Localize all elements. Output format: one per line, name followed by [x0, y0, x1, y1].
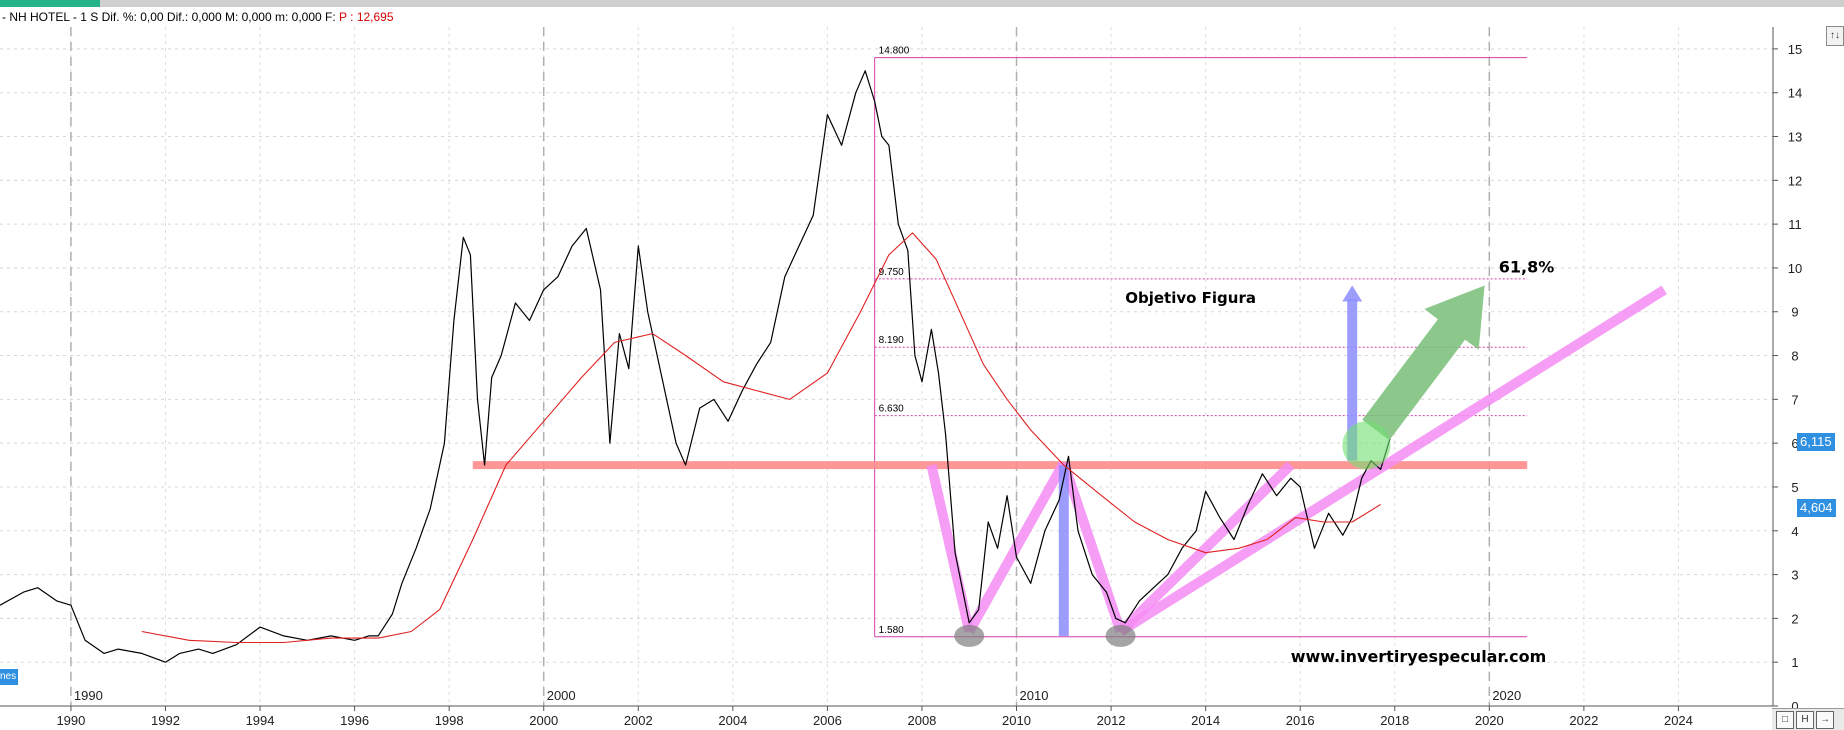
y-tick-label: 9 [1791, 305, 1798, 320]
x-tick-label: 1996 [340, 713, 369, 728]
fib-level-label: 1.580 [879, 625, 904, 636]
y-tick-label: 11 [1788, 217, 1802, 232]
y-tick-label: 0 [1791, 699, 1798, 714]
y-tick-label: 2 [1791, 611, 1798, 626]
chart-series [0, 70, 1391, 663]
price-line [0, 70, 1391, 663]
x-tick-label: 2018 [1380, 713, 1409, 728]
fib-618-annotation: 61,8% [1499, 257, 1555, 276]
horizontal-button[interactable]: H [1796, 711, 1814, 729]
moving-average-badge: 4,604 [1797, 499, 1836, 517]
y-tick-label: 15 [1788, 42, 1802, 57]
decade-label: 2000 [547, 688, 576, 703]
top-bar [0, 0, 1844, 7]
top-bar-accent [0, 0, 100, 7]
pattern-line [1117, 285, 1667, 636]
x-tick-label: 1998 [435, 713, 464, 728]
y-tick-label: 5 [1791, 480, 1798, 495]
pattern-line [964, 460, 1069, 634]
fibonacci-levels: 14.800 9.750 8.190 6.630 1.580 [874, 46, 1528, 638]
chart-grid [0, 27, 1773, 707]
y-tick-label: 1 [1791, 655, 1798, 670]
website-watermark: www.invertiryespecular.com [1291, 647, 1547, 666]
fib-level-label: 6.630 [879, 404, 904, 415]
x-tick-label: 1994 [246, 713, 275, 728]
x-tick-label: 2000 [529, 713, 558, 728]
pattern-line [1117, 461, 1295, 636]
decade-label: 1990 [74, 688, 103, 703]
x-tick-label: 1992 [151, 713, 180, 728]
moving-average-line [141, 232, 1381, 644]
x-tick-label: 2002 [624, 713, 653, 728]
target-annotation: Objetivo Figura [1125, 289, 1256, 307]
decade-label: 2010 [1020, 688, 1049, 703]
x-tick-label: 2024 [1664, 713, 1693, 728]
fib-level-label: 8.190 [879, 335, 904, 346]
decade-label: 2020 [1492, 688, 1521, 703]
breakout-marker [1342, 421, 1391, 470]
y-tick-label: 10 [1788, 261, 1802, 276]
x-tick-label: 2008 [907, 713, 936, 728]
y-tick-label: 8 [1791, 349, 1798, 364]
x-tick-label: 2012 [1097, 713, 1126, 728]
y-tick-label: 4 [1791, 524, 1798, 539]
y-tick-label: 6 [1791, 436, 1798, 451]
scroll-right-button[interactable]: → [1816, 711, 1834, 729]
target-arrow-head [1342, 285, 1363, 302]
x-tick-label: 1990 [56, 713, 85, 728]
chart-annotations: Objetivo Figura 61,8% www.invertiryespec… [1125, 257, 1554, 666]
header-info: - NH HOTEL - 1 S Dif. %: 0,00 Dif.: 0,00… [2, 10, 336, 24]
scale-toggle-button[interactable]: ↑↓ [1826, 26, 1844, 46]
x-tick-label: 2014 [1191, 713, 1220, 728]
y-tick-label: 13 [1788, 130, 1802, 145]
target-arrow-shaft [1347, 299, 1358, 461]
projection-arrow [1362, 285, 1485, 441]
last-price-badge: 6,115 [1797, 433, 1835, 451]
bottom-marker [954, 624, 985, 647]
left-panel-tag: nes [0, 669, 18, 685]
x-tick-label: 2006 [813, 713, 842, 728]
chart-toolbar: □ H → [1772, 708, 1844, 730]
fib-level-label: 14.800 [879, 46, 910, 57]
y-tick-label: 12 [1788, 173, 1802, 188]
pattern-line [926, 463, 975, 633]
x-tick-label: 2004 [718, 713, 747, 728]
pole-bar [1058, 465, 1069, 636]
x-tick-label: 2020 [1475, 713, 1504, 728]
y-tick-label: 14 [1788, 86, 1802, 101]
header-price: P : 12,695 [339, 10, 394, 24]
chart-header: - NH HOTEL - 1 S Dif. %: 0,00 Dif.: 0,00… [2, 10, 394, 24]
fib-level-label: 9.750 [879, 267, 904, 278]
x-tick-label: 2010 [1002, 713, 1031, 728]
x-tick-label: 2022 [1569, 713, 1598, 728]
y-tick-label: 3 [1791, 568, 1798, 583]
chart-overlays [472, 285, 1667, 647]
chart-top-overlays [1342, 285, 1485, 470]
bottom-marker [1105, 624, 1136, 647]
y-tick-label: 7 [1791, 392, 1798, 407]
window-button[interactable]: □ [1776, 711, 1794, 729]
x-tick-label: 2016 [1286, 713, 1315, 728]
